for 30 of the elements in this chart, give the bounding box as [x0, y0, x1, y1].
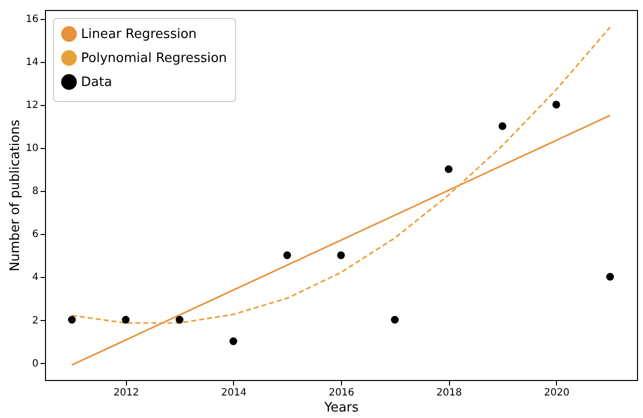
point — [68, 316, 76, 324]
legend-label: Polynomial Regression — [81, 51, 227, 66]
x-axis-title: Years — [323, 400, 359, 416]
x-tick-label: 2018 — [436, 388, 462, 398]
y-tick-label: 12 — [26, 100, 38, 112]
x-tick-label: 2016 — [328, 388, 354, 398]
point — [122, 316, 130, 324]
y-tick-label: 10 — [26, 143, 38, 154]
x-tick-label: 2014 — [221, 388, 247, 398]
point — [229, 337, 238, 346]
point — [552, 100, 560, 109]
point — [337, 251, 345, 260]
y-tick-label: 8 — [32, 186, 38, 198]
point — [444, 165, 453, 174]
x-tick-label: 2012 — [114, 388, 139, 398]
legend-label: Data — [81, 75, 112, 90]
y-tick-label: 16 — [26, 14, 38, 26]
y-tick-label: 2 — [32, 315, 38, 326]
point — [390, 316, 399, 324]
y-tick-label: 6 — [32, 229, 38, 240]
y-tick-label: 14 — [26, 57, 38, 68]
point — [176, 316, 184, 324]
point — [283, 251, 292, 260]
y-tick-label: 0 — [32, 358, 38, 370]
y-tick-label: 4 — [32, 272, 38, 284]
point — [606, 272, 614, 281]
point — [498, 122, 506, 130]
legend-label: Linear Regression — [81, 27, 197, 42]
y-axis-title: Number of publications — [8, 119, 23, 272]
x-tick-label: 2020 — [544, 388, 570, 398]
